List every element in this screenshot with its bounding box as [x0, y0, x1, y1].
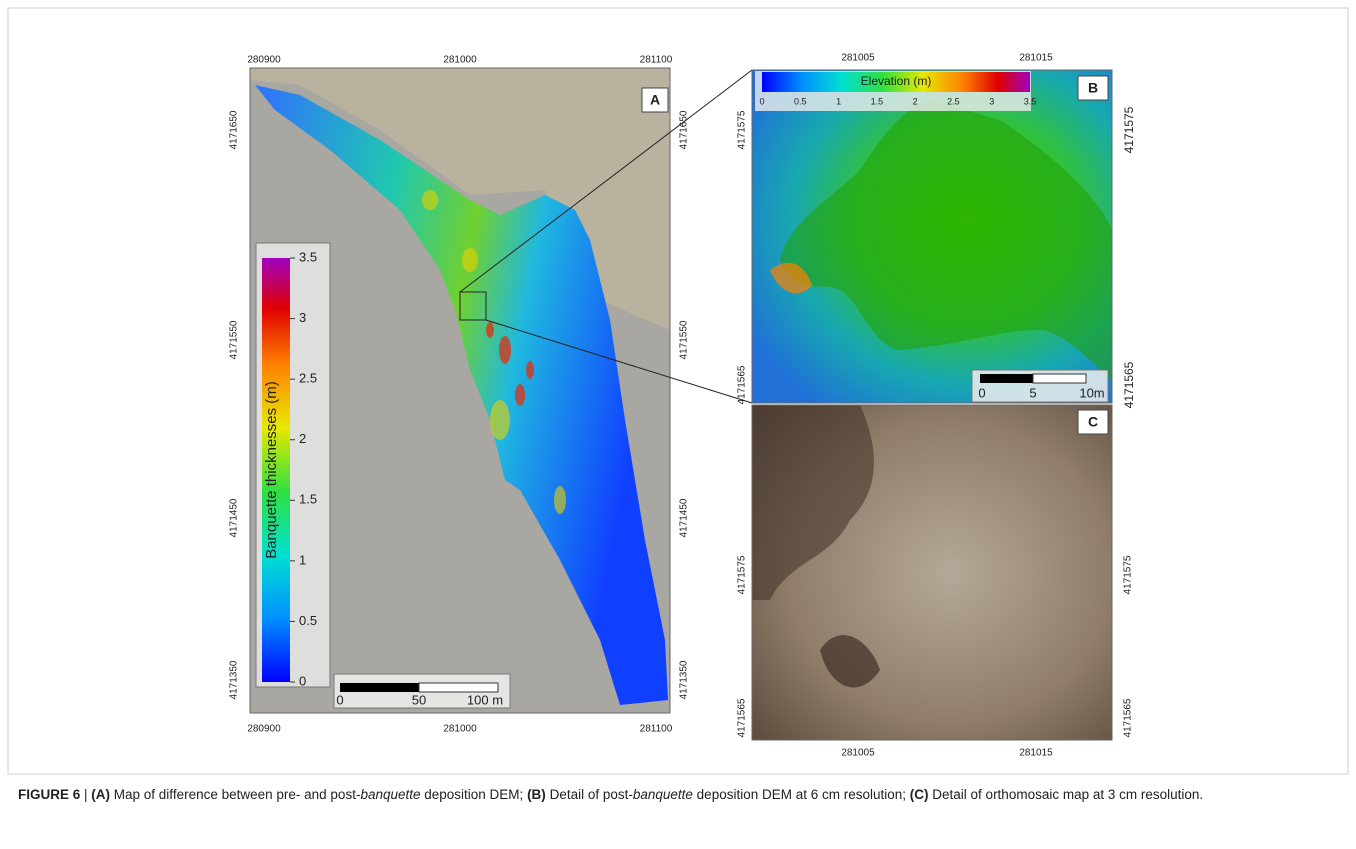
caption-text: Detail of orthomosaic map at 3 cm resolu…	[929, 787, 1204, 802]
coordinate-label: 4171550	[679, 320, 690, 359]
figure-caption: FIGURE 6 | (A) Map of difference between…	[18, 784, 1338, 805]
colorbar-tick-label: 3.5	[1024, 96, 1037, 106]
page: {"panel_a": {"label": "A", "x_ticks_top"…	[0, 0, 1356, 849]
coordinate-label: 0	[978, 385, 985, 400]
scale-bar	[1033, 374, 1086, 383]
colorbar-tick-label: 2	[913, 96, 918, 106]
caption-text: (A)	[91, 787, 110, 802]
scale-bar	[340, 683, 419, 692]
coordinate-label: 281000	[443, 724, 477, 735]
colorbar-tick-label: 2	[299, 431, 306, 446]
coordinate-label: 10m	[1079, 385, 1104, 400]
coordinate-label: 4171575	[1123, 555, 1134, 594]
colorbar-tick-label: 0	[299, 673, 306, 688]
colorbar-tick-label: 0	[759, 96, 764, 106]
caption-text: (B)	[527, 787, 546, 802]
coordinate-label: 50	[412, 692, 426, 707]
caption-text: Map of difference between pre- and post-	[110, 787, 360, 802]
scale-bar	[419, 683, 498, 692]
coordinate-label: 4171550	[229, 320, 240, 359]
caption-text: deposition DEM at 6 cm resolution;	[693, 787, 910, 802]
coordinate-label: 0	[336, 692, 343, 707]
colorbar-tick-label: 1	[836, 96, 841, 106]
coordinate-label: 4171450	[229, 498, 240, 537]
panel-label: B	[1088, 80, 1098, 96]
scale-bar	[980, 374, 1033, 383]
coordinate-label: 100 m	[467, 692, 503, 707]
coordinate-label: 281015	[1019, 53, 1053, 64]
coordinate-label: 281005	[841, 53, 875, 64]
colorbar-tick-label: 0.5	[299, 613, 317, 628]
coordinate-label: 4171350	[679, 660, 690, 699]
panel-label: A	[650, 92, 660, 108]
coordinate-label: 4171575	[1122, 106, 1136, 153]
colorbar-tick-label: 0.5	[794, 96, 807, 106]
colorbar-title: Elevation (m)	[861, 74, 932, 88]
coordinate-label: 4171565	[737, 365, 748, 404]
colorbar-tick-label: 2.5	[299, 371, 317, 386]
coordinate-label: 281015	[1019, 748, 1053, 759]
colorbar-tick-label: 2.5	[947, 96, 960, 106]
coordinate-label: 4171575	[737, 110, 748, 149]
coordinate-label: 281100	[640, 724, 673, 735]
coordinate-label: 4171575	[737, 555, 748, 594]
colorbar-tick-label: 3.5	[299, 249, 317, 264]
coordinate-label: 5	[1029, 385, 1036, 400]
coordinate-label: 4171650	[229, 110, 240, 149]
caption-text: FIGURE 6	[18, 787, 80, 802]
coordinate-label: 281100	[640, 55, 673, 66]
figure: A Banquette thicknesses (m) Elevation (m…	[0, 0, 1356, 780]
colorbar-tick-label: 3	[299, 310, 306, 325]
coordinate-label: 280900	[247, 724, 281, 735]
coordinate-label: 281005	[841, 748, 875, 759]
caption-text: Detail of post-	[546, 787, 633, 802]
coordinate-label: 4171565	[1123, 698, 1134, 737]
colorbar-tick-label: 3	[989, 96, 994, 106]
colorbar-tick-label: 1.5	[871, 96, 884, 106]
coordinate-label: 4171565	[737, 698, 748, 737]
caption-text: |	[80, 787, 91, 802]
coordinate-label: 4171565	[1122, 361, 1136, 408]
caption-text: banquette	[633, 787, 693, 802]
coordinate-label: 4171650	[679, 110, 690, 149]
caption-text: deposition DEM;	[421, 787, 528, 802]
coordinate-label: 280900	[247, 55, 281, 66]
caption-text: banquette	[360, 787, 420, 802]
coordinate-label: 4171350	[229, 660, 240, 699]
panel-label: C	[1088, 414, 1098, 430]
colorbar-tick-label: 1	[299, 552, 306, 567]
colorbar-title: Banquette thicknesses (m)	[263, 381, 280, 559]
coordinate-label: 281000	[443, 55, 477, 66]
colorbar-tick-label: 1.5	[299, 492, 317, 507]
coordinate-label: 4171450	[679, 498, 690, 537]
caption-text: (C)	[910, 787, 929, 802]
